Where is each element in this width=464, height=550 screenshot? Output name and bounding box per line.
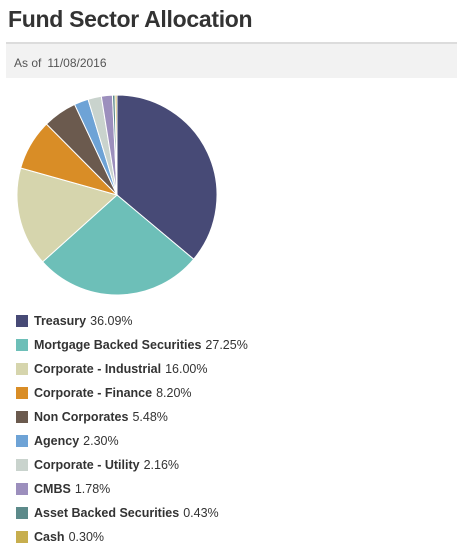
legend-label: Agency — [34, 434, 80, 448]
legend-value: 16.00% — [165, 362, 208, 376]
legend-item: Corporate - Industrial 16.00% — [16, 357, 248, 381]
legend-label: Asset Backed Securities — [34, 506, 180, 520]
legend-label: Treasury — [34, 314, 87, 328]
as-of-label: As of — [14, 56, 42, 70]
legend-label: Cash — [34, 530, 65, 544]
legend-label: Non Corporates — [34, 410, 129, 424]
pie-slice-corporate-industrial[interactable] — [16, 167, 119, 263]
legend-item: Cash 0.30% — [16, 525, 248, 549]
legend-label: Mortgage Backed Securities — [34, 338, 202, 352]
legend-swatch — [16, 507, 28, 519]
legend-swatch — [16, 363, 28, 375]
legend-swatch — [16, 387, 28, 399]
legend-item: Mortgage Backed Securities 27.25% — [16, 333, 248, 357]
legend-label: Corporate - Utility — [34, 458, 140, 472]
legend-label: Corporate - Industrial — [34, 362, 162, 376]
as-of-bar: As of 11/08/2016 — [6, 42, 457, 78]
legend-value: 5.48% — [132, 410, 168, 424]
legend-item: Asset Backed Securities 0.43% — [16, 501, 248, 525]
legend-label: Corporate - Finance — [34, 386, 153, 400]
legend-value: 27.25% — [205, 338, 248, 352]
legend-swatch — [16, 315, 28, 327]
legend-swatch — [16, 411, 28, 423]
legend-swatch — [16, 459, 28, 471]
legend-swatch — [16, 483, 28, 495]
legend-item: Agency 2.30% — [16, 429, 248, 453]
pie-slice-mortgage-backed-securities[interactable] — [41, 194, 195, 296]
legend-swatch — [16, 531, 28, 543]
legend-swatch — [16, 339, 28, 351]
as-of-text: As of 11/08/2016 — [14, 56, 107, 70]
legend-item: Treasury 36.09% — [16, 309, 248, 333]
legend-value: 1.78% — [74, 482, 111, 496]
legend-swatch — [16, 435, 28, 447]
pie-slice-treasury[interactable] — [116, 94, 218, 260]
legend-label: CMBS — [34, 482, 71, 496]
legend-item: Corporate - Finance 8.20% — [16, 381, 248, 405]
pie-chart — [16, 94, 218, 296]
legend-value: 0.43% — [183, 506, 219, 520]
legend-item: Corporate - Utility 2.16% — [16, 453, 248, 477]
legend-value: 2.16% — [143, 458, 180, 472]
legend-item: Non Corporates 5.48% — [16, 405, 248, 429]
page-title: Fund Sector Allocation — [8, 6, 253, 32]
legend-value: 36.09% — [90, 314, 133, 328]
as-of-date: 11/08/2016 — [47, 56, 107, 70]
chart-legend: Treasury 36.09% Mortgage Backed Securities… — [16, 309, 248, 549]
pie-slice-cash[interactable] — [114, 94, 118, 196]
legend-item: CMBS 1.78% — [16, 477, 248, 501]
legend-value: 8.20% — [156, 386, 192, 400]
legend-value: 2.30% — [83, 434, 119, 448]
legend-value: 0.30% — [68, 530, 105, 544]
